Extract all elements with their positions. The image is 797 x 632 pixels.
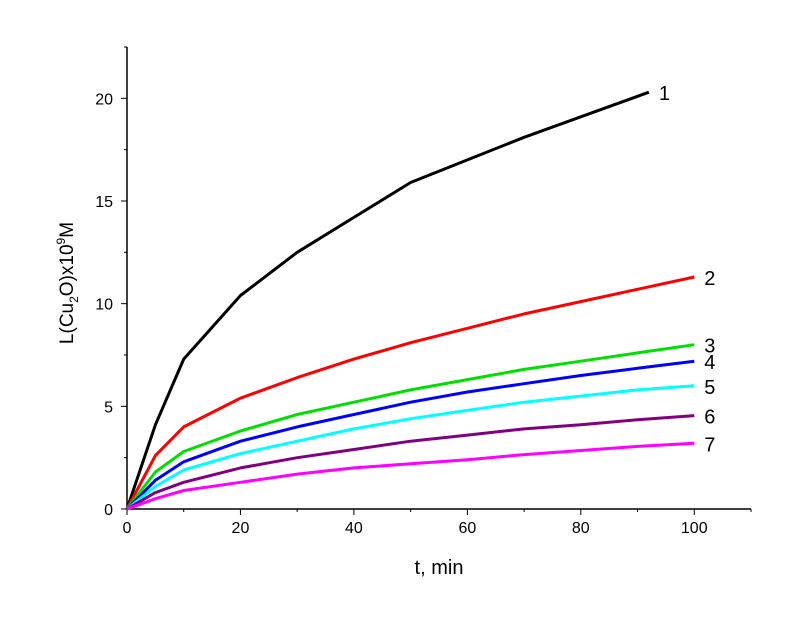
series-label-6: 6 [704, 407, 715, 429]
series-line-7 [126, 441, 695, 511]
series-label-7: 7 [704, 434, 715, 456]
series-label-4: 4 [704, 352, 715, 374]
x-tick-label: 40 [345, 520, 363, 537]
series-line-1 [125, 90, 650, 510]
series-line-3 [125, 343, 695, 510]
x-tick-label: 100 [681, 520, 708, 537]
y-tick-label: 10 [95, 297, 113, 314]
x-axis-label: t, min [415, 557, 464, 579]
series-line-4 [125, 359, 695, 511]
series-lines: 1 2 34 5 6 7 [125, 83, 715, 511]
series-line-2 [125, 275, 695, 510]
series-label-5: 5 [704, 377, 715, 399]
x-tick-label: 80 [572, 520, 590, 537]
y-tick-label: 15 [95, 194, 113, 211]
series-line-5 [126, 384, 695, 511]
y-tick-label: 20 [95, 91, 113, 108]
x-tick-label: 20 [232, 520, 250, 537]
x-tick-label: 60 [458, 520, 476, 537]
series-line-6 [126, 414, 695, 511]
x-tick-label: 0 [123, 520, 132, 537]
series-label-1: 1 [659, 83, 670, 105]
series-label-2: 2 [704, 268, 715, 290]
series-label-3: 3 [704, 336, 715, 358]
y-tick-label: 0 [104, 502, 113, 519]
y-axis-label: L(Cu2O)x109M [54, 222, 81, 344]
y-tick-label: 5 [104, 399, 113, 416]
